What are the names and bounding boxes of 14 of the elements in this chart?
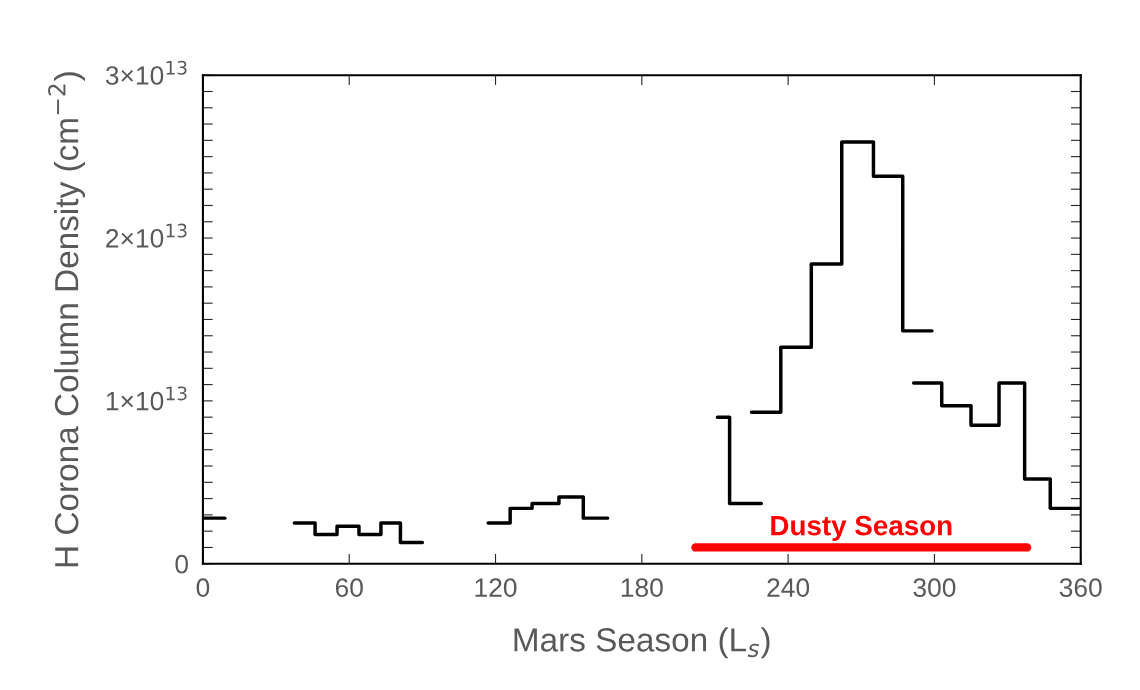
x-axis-title: Mars Season (L$_{s}$) [514,627,770,659]
x-tick-label: 180 [621,578,663,597]
y-tick-label: 1×10$^{13}$ [106,386,187,411]
x-tick-label: 120 [475,578,517,597]
y-tick-label: 2×10$^{13}$ [106,223,187,248]
x-tick-label: 0 [196,578,210,597]
x-tick-label: 300 [913,578,956,597]
y-tick-label: 0 [175,554,188,574]
x-tick-label: 240 [767,578,810,597]
y-axis-title: H Corona Column Density (cm$^{−2}$) [48,72,86,567]
annotation: Dusty Season [771,515,952,541]
x-tick-label: 60 [335,578,363,597]
x-tick-label: 360 [1059,578,1102,597]
y-tick-label: 3×10$^{13}$ [105,60,187,85]
